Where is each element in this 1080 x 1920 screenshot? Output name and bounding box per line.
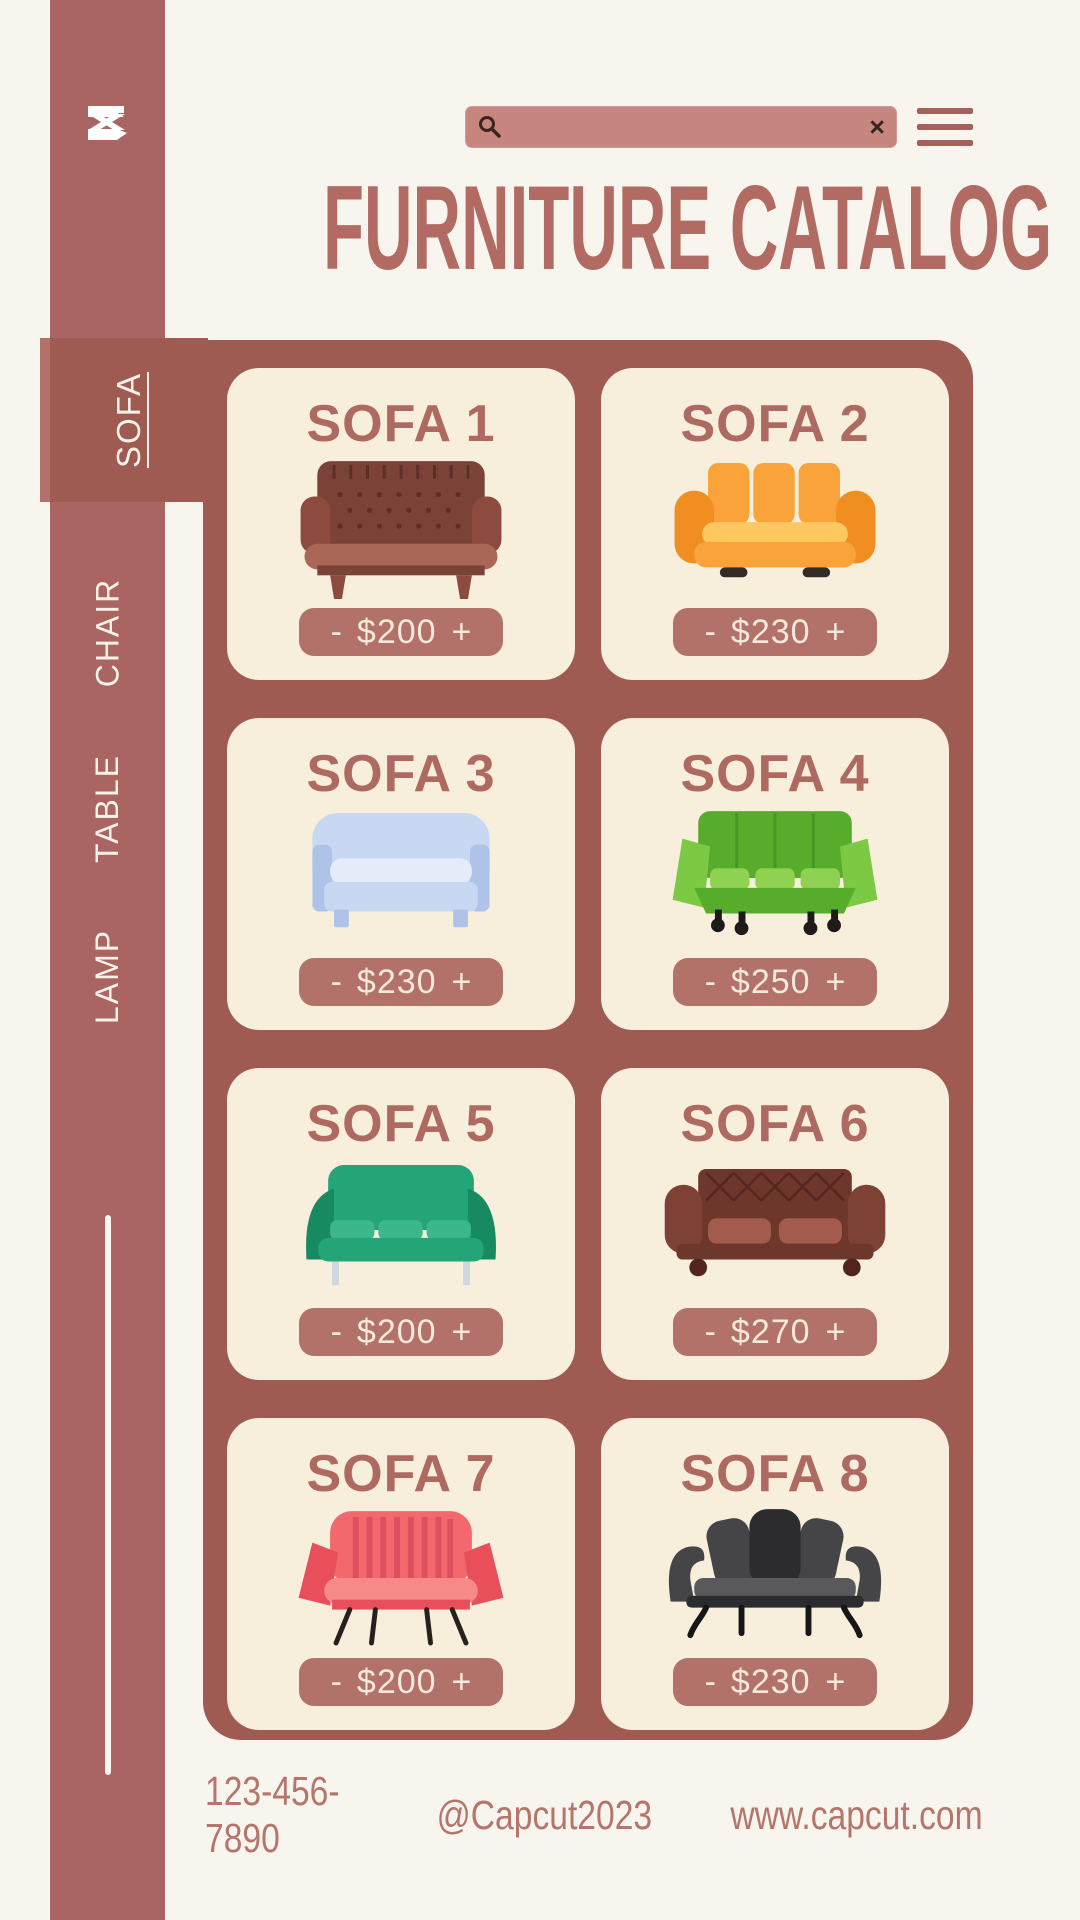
- price-stepper: - $250 +: [673, 958, 877, 1006]
- price-value: $230: [730, 1662, 811, 1701]
- product-card-sofa-2[interactable]: SOFA 2 - $230 +: [601, 368, 949, 680]
- green-sofa-illustration: [609, 804, 941, 958]
- product-card-sofa-3[interactable]: SOFA 3 - $230 +: [227, 718, 575, 1030]
- footer: 123-456-7890 @Capcut2023 www.capcut.com: [205, 1768, 983, 1862]
- product-title: SOFA 4: [680, 745, 870, 803]
- sidebar-item-table[interactable]: TABLE: [50, 728, 165, 888]
- price-stepper: - $200 +: [299, 1658, 503, 1706]
- light-blue-sofa-illustration: [235, 804, 567, 958]
- price-stepper: - $230 +: [673, 608, 877, 656]
- price-stepper: - $270 +: [673, 1308, 877, 1356]
- price-value: $250: [730, 962, 811, 1001]
- increase-button[interactable]: +: [825, 1663, 846, 1701]
- product-card-sofa-6[interactable]: SOFA 6 - $270: [601, 1068, 949, 1380]
- increase-button[interactable]: +: [825, 613, 846, 651]
- decrease-button[interactable]: -: [330, 963, 342, 1001]
- product-title: SOFA 7: [306, 1445, 496, 1503]
- increase-button[interactable]: +: [451, 963, 472, 1001]
- page-title: FURNITURE CATALOG: [322, 161, 1053, 295]
- price-value: $230: [356, 962, 437, 1001]
- decrease-button[interactable]: -: [330, 613, 342, 651]
- product-card-sofa-7[interactable]: SOFA 7 - $200: [227, 1418, 575, 1730]
- product-title: SOFA 6: [680, 1095, 870, 1153]
- price-stepper: - $200 +: [299, 608, 503, 656]
- price-value: $270: [730, 1312, 811, 1351]
- catalog-panel: SOFA 1: [203, 340, 973, 1740]
- decrease-button[interactable]: -: [704, 1663, 716, 1701]
- sidebar-item-label: LAMP: [88, 928, 125, 1024]
- product-title: SOFA 2: [680, 395, 870, 453]
- clear-search-icon[interactable]: ×: [869, 111, 885, 142]
- sidebar-divider-line: [105, 1215, 111, 1775]
- footer-phone: 123-456-7890: [205, 1768, 340, 1861]
- product-grid: SOFA 1: [227, 368, 949, 1730]
- product-card-sofa-1[interactable]: SOFA 1: [227, 368, 575, 680]
- increase-button[interactable]: +: [825, 963, 846, 1001]
- product-card-sofa-8[interactable]: SOFA 8 - $230 +: [601, 1418, 949, 1730]
- sidebar-item-sofa[interactable]: SOFA: [50, 338, 208, 502]
- search-bar: ×: [465, 106, 897, 148]
- coral-striped-loveseat-illustration: [235, 1504, 567, 1658]
- sidebar-item-chair[interactable]: CHAIR: [50, 552, 165, 712]
- decrease-button[interactable]: -: [704, 963, 716, 1001]
- increase-button[interactable]: +: [825, 1313, 846, 1351]
- product-card-sofa-4[interactable]: SOFA 4: [601, 718, 949, 1030]
- dark-chesterfield-sofa-illustration: [609, 1154, 941, 1308]
- price-value: $200: [356, 612, 437, 651]
- orange-cushion-sofa-illustration: [609, 454, 941, 608]
- search-icon: [479, 116, 501, 138]
- footer-website: www.capcut.com: [730, 1791, 983, 1838]
- sidebar-item-label: SOFA: [110, 371, 147, 469]
- product-card-sofa-5[interactable]: SOFA 5 - $200 +: [227, 1068, 575, 1380]
- increase-button[interactable]: +: [451, 1313, 472, 1351]
- sidebar-item-lamp[interactable]: LAMP: [50, 896, 165, 1056]
- price-stepper: - $230 +: [673, 1658, 877, 1706]
- price-value: $200: [356, 1662, 437, 1701]
- decrease-button[interactable]: -: [704, 1313, 716, 1351]
- product-title: SOFA 3: [306, 745, 496, 803]
- product-title: SOFA 5: [306, 1095, 496, 1153]
- capcut-logo-icon: [84, 102, 130, 144]
- product-title: SOFA 8: [680, 1445, 870, 1503]
- decrease-button[interactable]: -: [704, 613, 716, 651]
- emerald-sofa-illustration: [235, 1154, 567, 1308]
- charcoal-vintage-sofa-illustration: [609, 1504, 941, 1658]
- price-value: $230: [730, 612, 811, 651]
- sidebar-item-label: TABLE: [89, 753, 125, 863]
- search-input[interactable]: [511, 111, 862, 143]
- increase-button[interactable]: +: [451, 613, 472, 651]
- menu-hamburger-icon[interactable]: [917, 108, 973, 146]
- product-title: SOFA 1: [306, 395, 496, 453]
- decrease-button[interactable]: -: [330, 1663, 342, 1701]
- increase-button[interactable]: +: [451, 1663, 472, 1701]
- footer-handle: @Capcut2023: [436, 1791, 652, 1838]
- maroon-tufted-sofa-illustration: [235, 454, 567, 608]
- price-stepper: - $230 +: [299, 958, 503, 1006]
- sidebar-item-label: CHAIR: [89, 577, 125, 687]
- price-stepper: - $200 +: [299, 1308, 503, 1356]
- decrease-button[interactable]: -: [330, 1313, 342, 1351]
- price-value: $200: [356, 1312, 437, 1351]
